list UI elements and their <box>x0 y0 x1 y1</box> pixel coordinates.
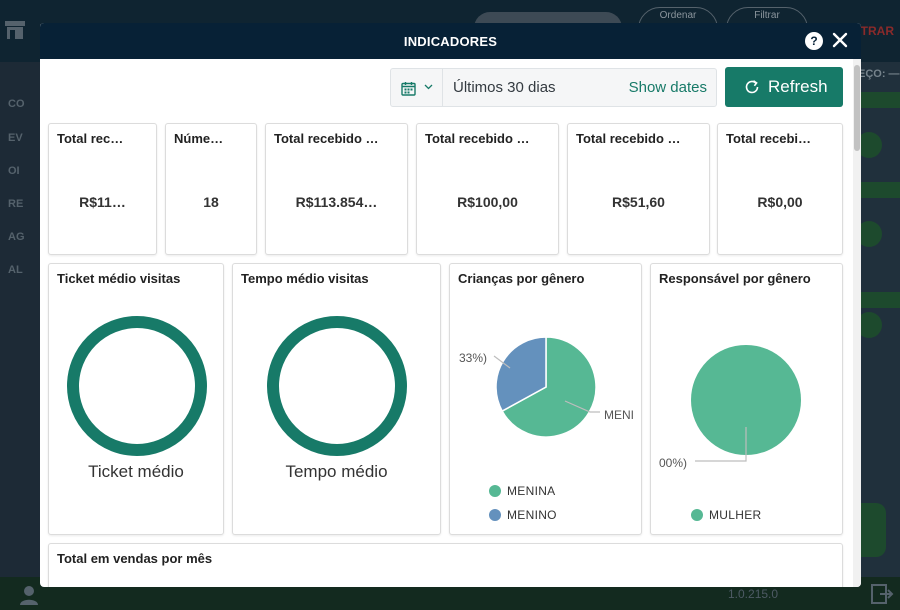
kpi-value: R$51,60 <box>612 194 665 210</box>
kpi-card: Total recebido … R$113.854… <box>265 123 408 255</box>
sidebar-item: CO <box>8 98 25 110</box>
sales-by-month-card: Total em vendas por mês <box>48 543 843 587</box>
responsible-gender-card: Responsável por gênero 00%) MULHER <box>650 263 843 535</box>
help-icon[interactable]: ? <box>805 32 823 50</box>
kpi-card: Total recebido … R$51,60 <box>567 123 710 255</box>
refresh-button[interactable]: Refresh <box>725 67 843 107</box>
kpi-value: R$100,00 <box>457 194 518 210</box>
pie-leader-line <box>695 427 747 462</box>
legend-label: MENINO <box>507 508 557 522</box>
sidebar-item: OI <box>8 165 20 177</box>
kpi-title: Total recebido … <box>425 131 530 146</box>
kpi-title: Total rec… <box>57 131 124 146</box>
kpi-value: R$0,00 <box>757 194 803 210</box>
legend-dot-menina <box>489 485 501 497</box>
sidebar-item: AL <box>8 264 23 276</box>
background-row-bar <box>860 292 900 308</box>
tempo-gauge-ring <box>267 316 407 456</box>
background-sidebar: CO EV OI RE AG AL <box>0 62 40 577</box>
sidebar-item: EV <box>8 132 23 144</box>
pie-leader-line <box>564 400 600 413</box>
store-icon <box>5 21 25 39</box>
children-gender-card: Crianças por gênero 33%) MENI MENINA MEN… <box>449 263 642 535</box>
exit-icon <box>871 584 894 604</box>
modal-body: Últimos 30 dias Show dates Refresh Total… <box>40 59 853 587</box>
tempo-card-title: Tempo médio visitas <box>241 271 369 286</box>
version-label: 1.0.215.0 <box>728 587 779 601</box>
ticket-gauge-label: Ticket médio <box>88 462 184 481</box>
kpi-value: R$113.854… <box>295 194 378 210</box>
background-cancel-button: TRAR <box>860 24 894 38</box>
sidebar-item: RE <box>8 198 24 210</box>
background-row-bar <box>860 182 900 198</box>
date-range-picker[interactable]: Últimos 30 dias Show dates <box>390 68 717 107</box>
indicators-modal: INDICADORES ? <box>40 23 861 587</box>
tempo-medio-card: Tempo médio visitas Tempo médio <box>232 263 441 535</box>
children-pie-chart <box>493 336 600 438</box>
refresh-icon <box>745 80 759 94</box>
pie-slice-menino[interactable] <box>495 336 547 413</box>
kpi-title: Total recebido … <box>274 131 379 146</box>
legend-dot-mulher <box>691 509 703 521</box>
background-row-bar <box>860 92 900 108</box>
legend-item-mulher[interactable]: MULHER <box>691 508 761 522</box>
close-icon[interactable] <box>831 31 849 49</box>
children-pie-label-left: 33%) <box>459 351 488 365</box>
kpi-card: Total rec… R$11… <box>48 123 157 255</box>
sales-card-title: Total em vendas por mês <box>57 551 213 566</box>
kpi-title: Total recebi… <box>726 131 812 146</box>
ticket-gauge <box>67 316 207 456</box>
legend-label: MULHER <box>709 508 762 522</box>
pie-leader-line <box>493 355 511 369</box>
modal-scrollbar[interactable] <box>853 59 861 587</box>
pie-slice-mulher[interactable] <box>691 345 801 455</box>
show-dates-link[interactable]: Show dates <box>628 79 707 96</box>
kpi-title: Núme… <box>174 131 224 146</box>
modal-title: INDICADORES <box>403 34 498 49</box>
kpi-value: 18 <box>203 194 219 210</box>
kpi-card: Núme… 18 <box>165 123 257 255</box>
background-price-label: EÇO: — <box>858 68 900 80</box>
date-range-label: Últimos 30 dias <box>453 79 556 96</box>
tempo-gauge-label: Tempo médio <box>285 462 388 481</box>
ticket-medio-card: Ticket médio visitas Ticket médio <box>48 263 224 535</box>
legend-item-menino[interactable]: MENINO <box>489 508 557 522</box>
kpi-value: R$11… <box>79 194 126 210</box>
sidebar-item: AG <box>8 231 25 243</box>
kpi-card: Total recebi… R$0,00 <box>717 123 843 255</box>
tempo-gauge <box>267 316 407 456</box>
responsible-pie-chart <box>691 345 801 462</box>
legend-item-menina[interactable]: MENINA <box>489 484 555 498</box>
ticket-gauge-ring <box>67 316 207 456</box>
children-pie-label-right: MENI <box>604 408 634 422</box>
kpi-card: Total recebido … R$100,00 <box>416 123 559 255</box>
calendar-dropdown-button[interactable] <box>391 69 443 106</box>
calendar-icon <box>401 82 416 96</box>
kpi-title: Total recebido … <box>576 131 681 146</box>
user-icon <box>20 586 38 605</box>
chevron-down-icon <box>424 84 433 90</box>
ticket-card-title: Ticket médio visitas <box>57 271 181 286</box>
legend-dot-menino <box>489 509 501 521</box>
responsible-pie-label-left: 00%) <box>659 456 688 470</box>
legend-label: MENINA <box>507 484 556 498</box>
modal-header: INDICADORES ? <box>40 23 861 59</box>
refresh-label: Refresh <box>768 77 828 96</box>
scrollbar-thumb[interactable] <box>854 65 860 151</box>
pie-slice-menina[interactable] <box>501 336 597 438</box>
